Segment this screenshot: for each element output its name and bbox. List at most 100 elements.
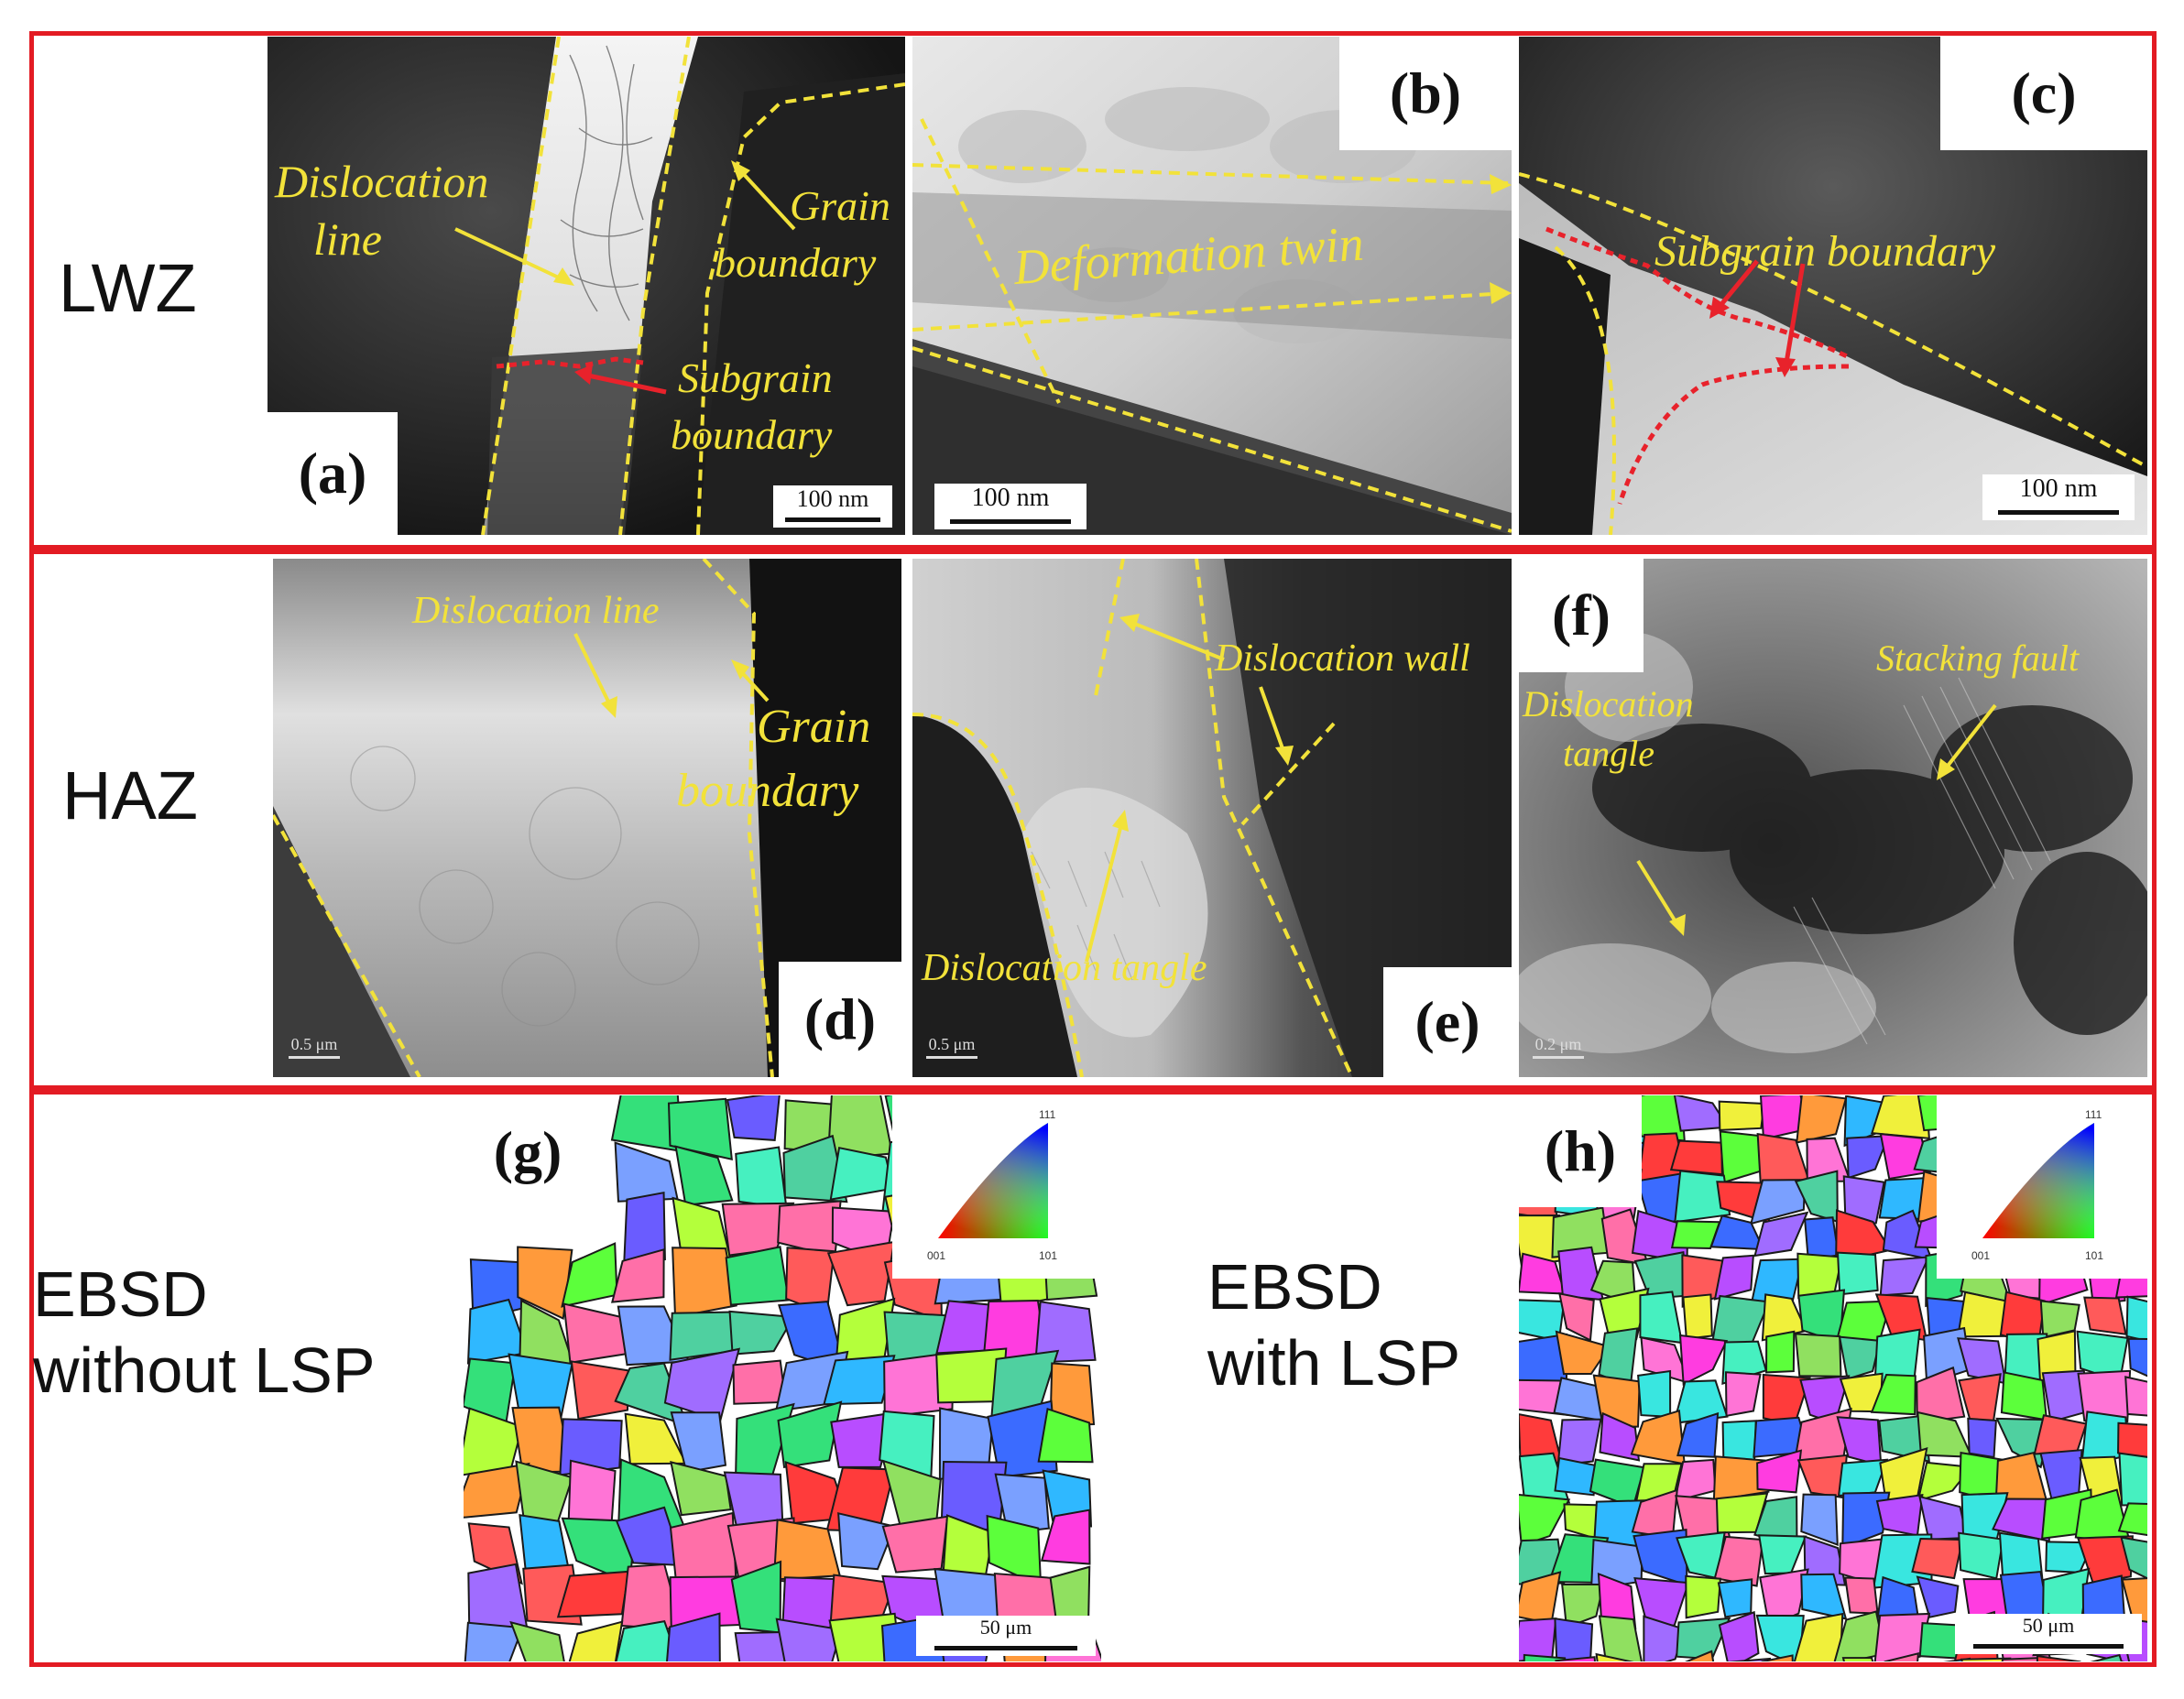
ebsd-grain (1916, 1575, 1960, 1618)
tem-image-c: Subgrain boundary (1519, 37, 2147, 535)
ebsd-grain (1875, 1493, 1924, 1537)
ebsd-grain (1753, 1211, 1809, 1258)
panel-label-b: (b) (1339, 37, 1512, 150)
scale-bar-b: 100 nm (934, 484, 1087, 529)
panel-label-d: (d) (779, 962, 901, 1077)
annotation-dislocation-wall: Dislocation wall (1214, 637, 1470, 680)
ebsd-grain (1558, 1292, 1595, 1342)
annotation-grain-boundary-a1: Grain (790, 182, 890, 229)
ipf-key-g: 111 001 101 (892, 1095, 1101, 1279)
ebsd-grain (1967, 1417, 1997, 1459)
ebsd-grain (1637, 1369, 1672, 1418)
ebsd-grain (775, 1617, 843, 1661)
ebsd-grain (1804, 1216, 1840, 1260)
scale-bar-h-text: 50 μm (2022, 1614, 2075, 1637)
ebsd-grain (1710, 1294, 1771, 1346)
ebsd-panel-h: (h) 111 001 101 50 μm (1519, 1095, 2147, 1661)
ebsd-caption-h: EBSD with LSP (1207, 1249, 1460, 1400)
annotation-dislocation-line-d: Dislocation line (411, 590, 659, 632)
ebsd-grain (1037, 1408, 1094, 1464)
ebsd-grain (2118, 1452, 2147, 1507)
ebsd-grain (1800, 1573, 1848, 1620)
ebsd-grain (735, 1146, 788, 1210)
ebsd-grain (2036, 1655, 2081, 1661)
ipf-key-g-top: 111 (1039, 1108, 1056, 1121)
ebsd-grain (994, 1473, 1050, 1535)
ebsd-grain (1724, 1371, 1762, 1418)
ipf-key-g-right: 101 (1039, 1249, 1058, 1262)
ebsd-grain (1842, 1175, 1885, 1225)
ebsd-grain (1595, 1652, 1634, 1661)
ebsd-grain (823, 1355, 896, 1406)
panel-label-c: (c) (1940, 37, 2147, 150)
ebsd-grain (1761, 1654, 1794, 1661)
ebsd-grain (1713, 1535, 1764, 1587)
ebsd-grain (464, 1462, 530, 1519)
ebsd-grain (2090, 1653, 2123, 1661)
ebsd-grain (1960, 1657, 2012, 1661)
ebsd-caption-g: EBSD without LSP (33, 1257, 376, 1408)
ebsd-grain (1713, 1254, 1754, 1301)
ebsd-grain (666, 1612, 721, 1661)
ebsd-grain (615, 1619, 680, 1661)
ebsd-caption-h-line1: EBSD (1207, 1251, 1382, 1323)
ebsd-grain (1878, 1414, 1930, 1463)
ebsd-grain (1756, 1449, 1803, 1494)
ebsd-grain (1630, 1410, 1686, 1465)
annotation-grain-boundary-d1: Grain (757, 701, 870, 753)
ipf-key-g-left: 001 (927, 1249, 946, 1262)
ebsd-grain (1844, 1576, 1879, 1615)
ebsd-grain (1836, 1251, 1879, 1296)
ebsd-grain (2124, 1376, 2147, 1417)
ebsd-grain (1870, 1373, 1916, 1416)
ebsd-grain (1916, 1461, 1973, 1502)
scale-bar-f: 0.2 μm (1526, 1035, 1590, 1064)
panel-label-e: (e) (1383, 967, 1512, 1077)
ebsd-grain (734, 1630, 795, 1661)
ebsd-grain (1718, 1100, 1765, 1131)
scale-bar-a-text: 100 nm (796, 485, 869, 512)
ebsd-grain (672, 1247, 737, 1319)
tem-panel-b: Deformation twin (b) 100 nm (912, 37, 1512, 535)
ipf-key-h-right: 101 (2085, 1249, 2104, 1262)
ebsd-panel-g: (g) 111 001 101 50 μm (464, 1095, 1101, 1661)
ebsd-grain (777, 1400, 843, 1468)
ebsd-grain (570, 1360, 629, 1421)
scale-bar-g-text: 50 μm (979, 1616, 1032, 1639)
ebsd-grain (728, 1310, 795, 1356)
ebsd-grain (1911, 1538, 1964, 1580)
ebsd-grain (1674, 1170, 1731, 1224)
ebsd-grain (881, 1515, 949, 1574)
ebsd-grain (2121, 1577, 2147, 1625)
ebsd-grain (1846, 1135, 1890, 1180)
ebsd-grain (2033, 1414, 2088, 1455)
ebsd-grain (732, 1359, 787, 1405)
scale-bar-c-text: 100 nm (2019, 474, 2098, 503)
ebsd-grain (674, 1145, 734, 1206)
ebsd-grain (826, 1240, 896, 1307)
ebsd-grain (1555, 1330, 1611, 1376)
ebsd-grain (1682, 1293, 1713, 1340)
ebsd-grain (1670, 1220, 1721, 1249)
scale-bar-a: 100 nm (773, 485, 892, 528)
ebsd-grain (667, 1097, 733, 1161)
ebsd-grain (556, 1570, 630, 1618)
ebsd-grain (1958, 1531, 2004, 1580)
ebsd-grain (1643, 1615, 1686, 1661)
ebsd-grain (1838, 1335, 1882, 1380)
scale-bar-d: 0.5 μm (282, 1035, 346, 1064)
ebsd-grain (1599, 1411, 1641, 1462)
ebsd-grain (1523, 1653, 1567, 1661)
ebsd-grain (1561, 1584, 1605, 1629)
ebsd-grain (1555, 1656, 1596, 1661)
ebsd-grain (1793, 1612, 1844, 1661)
ebsd-grain (1794, 1333, 1842, 1378)
scale-bar-g: 50 μm (916, 1616, 1096, 1656)
annotation-subgrain-boundary-c: Subgrain boundary (1654, 227, 1996, 276)
ebsd-grain (1034, 1301, 1097, 1364)
panel-label-h: (h) (1519, 1095, 1642, 1207)
ebsd-grain (1871, 1095, 1930, 1139)
ebsd-grain (623, 1191, 666, 1268)
ebsd-grain (519, 1514, 571, 1575)
panel-label-f: (f) (1519, 559, 1643, 672)
